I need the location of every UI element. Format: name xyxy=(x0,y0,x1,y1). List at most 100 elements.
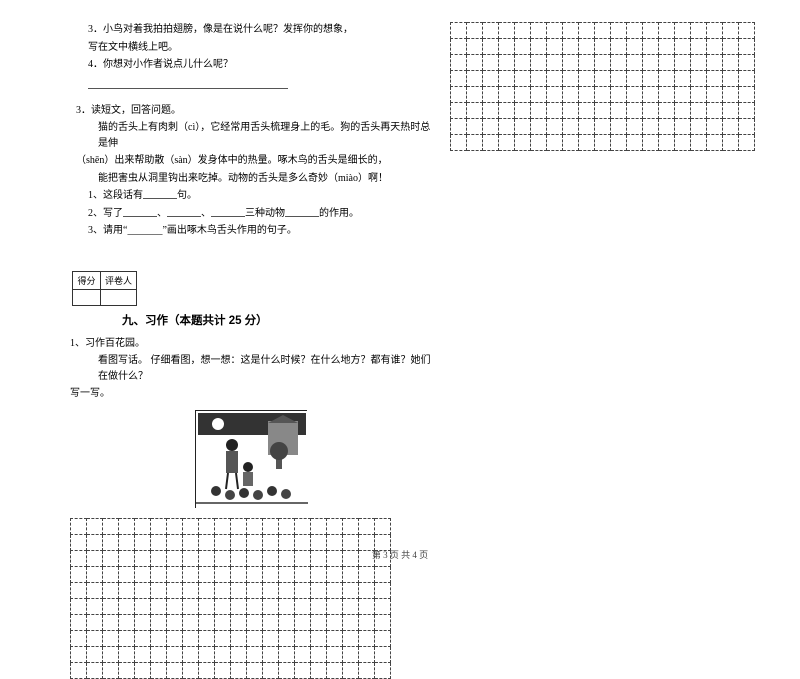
grid-cell xyxy=(690,119,706,135)
grid-cell xyxy=(706,119,722,135)
grid-cell xyxy=(562,135,578,151)
grid-cell xyxy=(658,71,674,87)
answer-line xyxy=(88,75,288,89)
grid-cell xyxy=(359,614,375,630)
grid-cell xyxy=(562,103,578,119)
grid-cell xyxy=(375,662,391,678)
writing-grid-right xyxy=(450,22,755,151)
grid-cell xyxy=(167,566,183,582)
grid-cell xyxy=(658,87,674,103)
grid-cell xyxy=(359,630,375,646)
grid-cell xyxy=(199,630,215,646)
grid-cell xyxy=(594,71,610,87)
grid-cell xyxy=(215,646,231,662)
grid-cell xyxy=(578,135,594,151)
grid-cell xyxy=(546,103,562,119)
grid-cell xyxy=(658,119,674,135)
grid-cell xyxy=(562,39,578,55)
writing-instr: 看图写话。 仔细看图，想一想：这是什么时候？在什么地方？都有谁？她们在做什么？ xyxy=(70,353,432,384)
grid-cell xyxy=(199,582,215,598)
grid-cell xyxy=(450,119,466,135)
grid-cell xyxy=(466,135,482,151)
grid-cell xyxy=(594,55,610,71)
grid-cell xyxy=(546,39,562,55)
grid-cell xyxy=(514,135,530,151)
grid-cell xyxy=(514,71,530,87)
grid-cell xyxy=(151,662,167,678)
grid-cell xyxy=(359,566,375,582)
grid-cell xyxy=(578,103,594,119)
grid-cell xyxy=(279,566,295,582)
grid-cell xyxy=(546,23,562,39)
grid-cell xyxy=(199,598,215,614)
grid-cell xyxy=(530,135,546,151)
grid-cell xyxy=(295,614,311,630)
grid-cell xyxy=(231,598,247,614)
grid-cell xyxy=(151,630,167,646)
grid-cell xyxy=(343,630,359,646)
grid-cell xyxy=(343,566,359,582)
grid-cell xyxy=(514,23,530,39)
grid-cell xyxy=(71,582,87,598)
passage-l1: 猫的舌头上有肉刺（cì），它经常用舌头梳理身上的毛。狗的舌头再天热时总是伸 xyxy=(70,120,432,151)
grid-cell xyxy=(279,646,295,662)
grid-cell xyxy=(578,55,594,71)
grid-cell xyxy=(722,39,738,55)
grid-cell xyxy=(514,87,530,103)
grid-cell xyxy=(183,582,199,598)
grid-cell xyxy=(119,630,135,646)
grid-cell xyxy=(514,55,530,71)
grid-cell xyxy=(311,518,327,534)
grid-cell xyxy=(279,614,295,630)
grid-cell xyxy=(295,646,311,662)
grid-cell xyxy=(327,582,343,598)
grid-cell xyxy=(183,662,199,678)
pq2-e: 的作用。 xyxy=(319,208,359,219)
grid-cell xyxy=(546,71,562,87)
grid-cell xyxy=(738,135,754,151)
grid-cell xyxy=(450,103,466,119)
grid-cell xyxy=(626,39,642,55)
score-table: 得分 评卷人 xyxy=(72,271,137,306)
grid-cell xyxy=(263,582,279,598)
grid-cell xyxy=(103,614,119,630)
grid-cell xyxy=(199,662,215,678)
grid-cell xyxy=(642,135,658,151)
grid-cell xyxy=(466,55,482,71)
grid-cell xyxy=(530,103,546,119)
grid-cell xyxy=(295,566,311,582)
grid-cell xyxy=(71,518,87,534)
grid-cell xyxy=(674,119,690,135)
pq2-a: 2、写了 xyxy=(88,208,123,219)
grid-cell xyxy=(450,23,466,39)
grid-cell xyxy=(594,119,610,135)
blank xyxy=(143,188,177,199)
grid-cell xyxy=(642,71,658,87)
grid-cell xyxy=(578,23,594,39)
grid-cell xyxy=(375,646,391,662)
grid-cell xyxy=(642,55,658,71)
grid-cell xyxy=(674,55,690,71)
grid-cell xyxy=(562,23,578,39)
grid-cell xyxy=(215,566,231,582)
grid-cell xyxy=(71,598,87,614)
grid-cell xyxy=(87,630,103,646)
grid-cell xyxy=(135,566,151,582)
pq2-d: 三种动物 xyxy=(245,208,285,219)
grid-cell xyxy=(151,598,167,614)
grid-cell xyxy=(263,646,279,662)
grid-cell xyxy=(450,135,466,151)
grid-cell xyxy=(103,582,119,598)
grid-cell xyxy=(247,582,263,598)
grid-cell xyxy=(327,646,343,662)
grid-cell xyxy=(610,71,626,87)
blank xyxy=(167,206,201,217)
grid-cell xyxy=(167,598,183,614)
grid-cell xyxy=(722,87,738,103)
grid-cell xyxy=(119,646,135,662)
grid-cell xyxy=(215,662,231,678)
grid-cell xyxy=(642,87,658,103)
grid-cell xyxy=(498,55,514,71)
grid-cell xyxy=(626,87,642,103)
grid-cell xyxy=(546,55,562,71)
